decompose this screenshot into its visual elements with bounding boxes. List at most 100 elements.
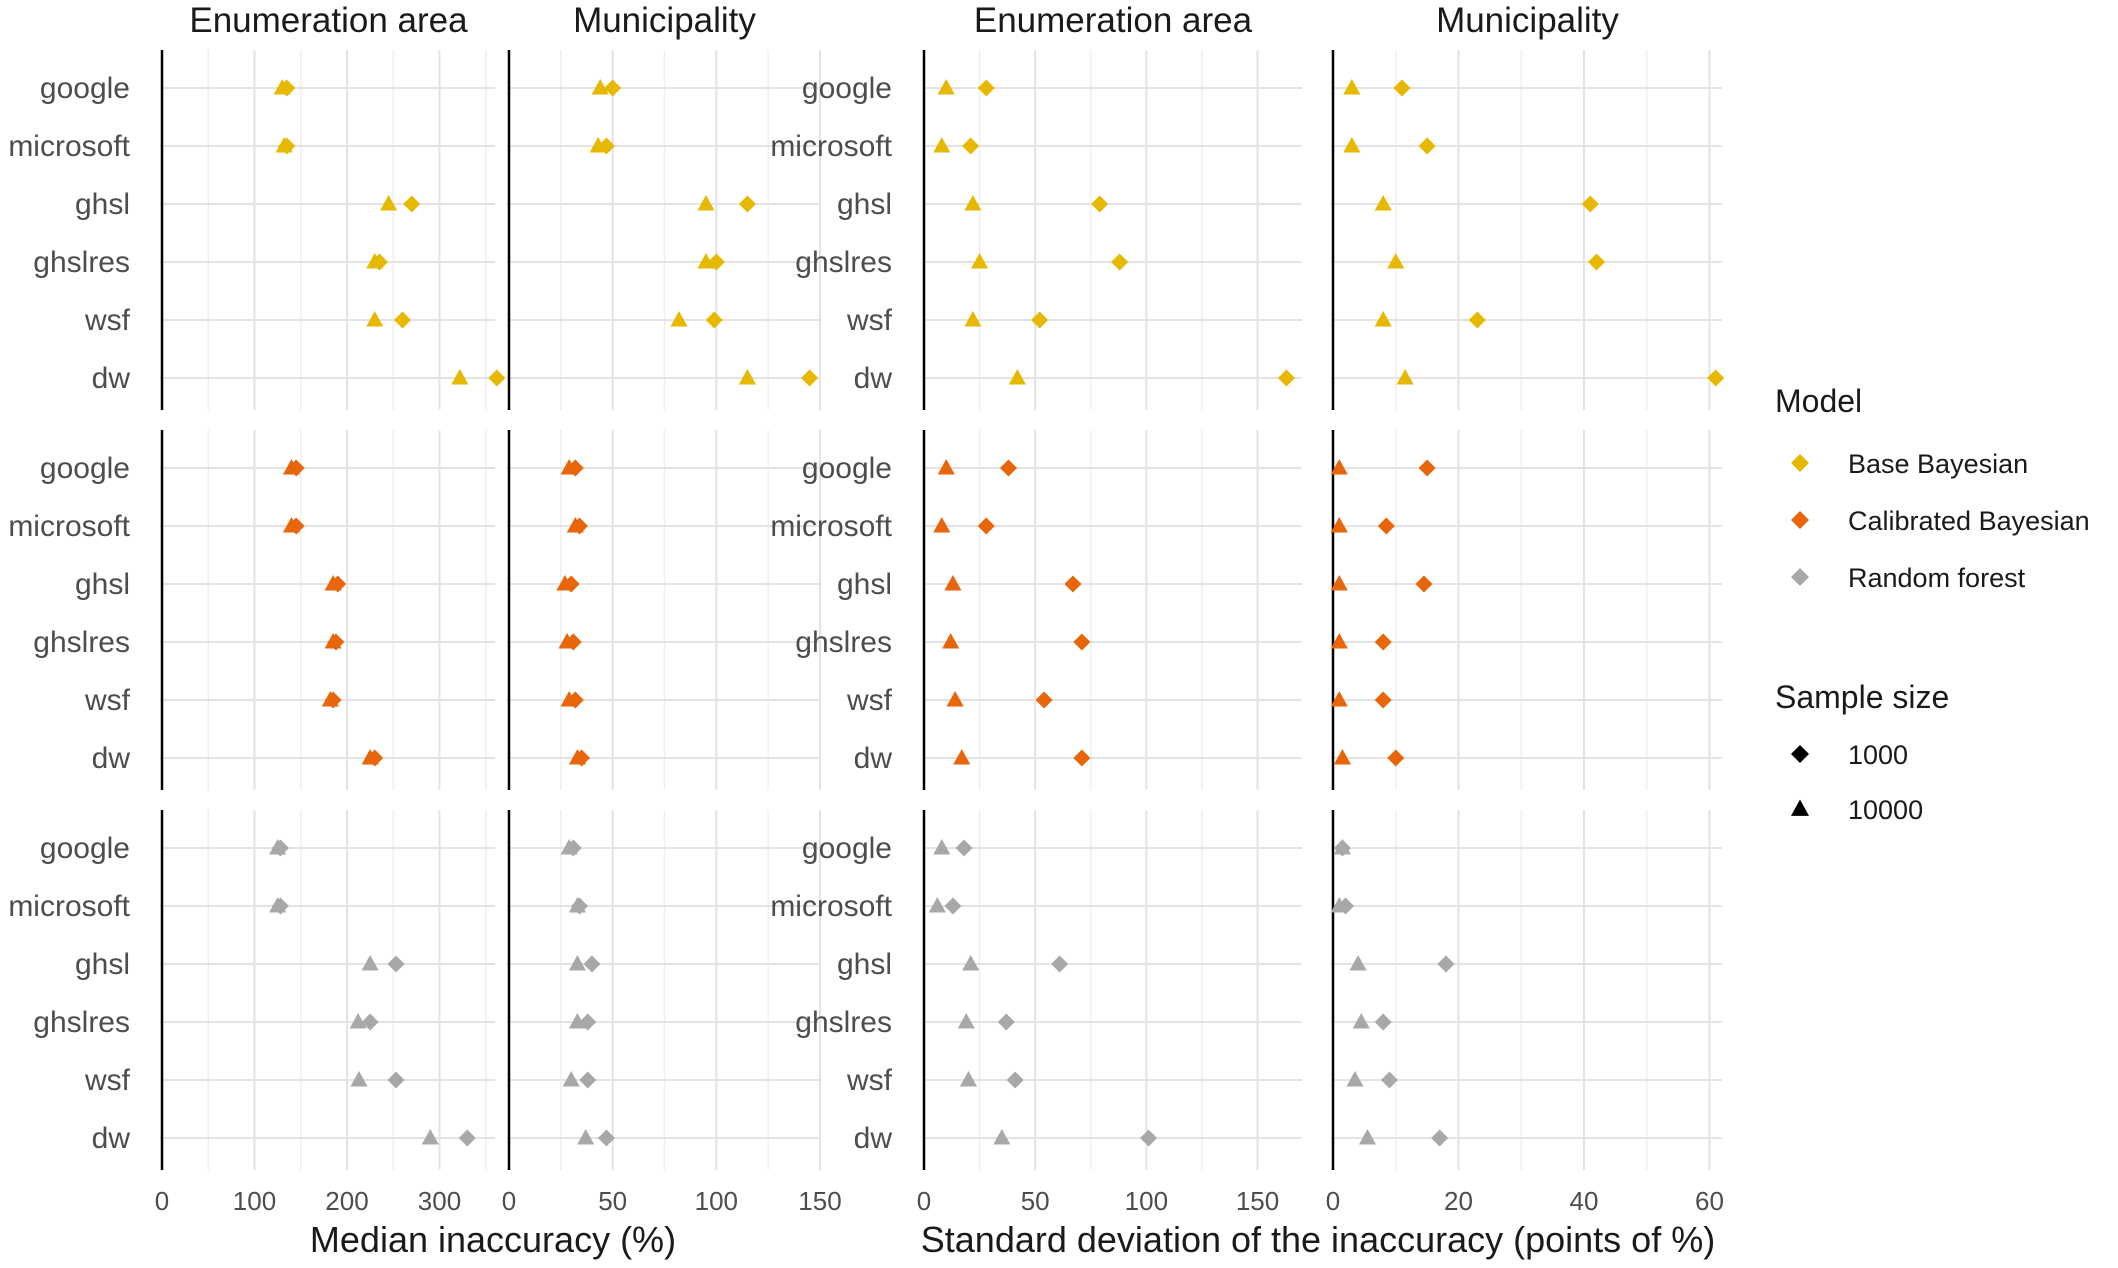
point-random-forest-ghsl-n10000	[568, 955, 586, 971]
point-base-bayesian-ghslres-n10000	[366, 253, 384, 269]
point-base-bayesian-wsf-n10000	[1374, 311, 1392, 327]
point-random-forest-dw-n1000	[1140, 1129, 1158, 1147]
y-category-label-microsoft: microsoft	[8, 890, 130, 923]
point-calibrated-bayesian-ghsl-n1000	[1415, 575, 1433, 593]
point-calibrated-bayesian-microsoft-n1000	[977, 517, 995, 535]
legend-key-size-10000	[1790, 799, 1810, 816]
point-base-bayesian-wsf-n10000	[964, 311, 982, 327]
panel-0-calibrated-bayesian: google microsoft ghsl ghslres wsf dw	[8, 430, 495, 790]
x-tick-label: 150	[1236, 1186, 1279, 1216]
legend-title-sample-size: Sample size	[1775, 679, 1949, 715]
y-category-label-google: google	[802, 72, 892, 105]
point-random-forest-ghsl-n1000	[583, 955, 601, 973]
x-tick-label: 60	[1695, 1186, 1724, 1216]
point-random-forest-wsf-n1000	[1006, 1071, 1024, 1089]
point-base-bayesian-ghsl-n10000	[1374, 195, 1392, 211]
x-axis-title-median: Median inaccuracy (%)	[310, 1219, 676, 1260]
point-base-bayesian-microsoft-n1000	[1418, 137, 1436, 155]
point-calibrated-bayesian-ghslres-n10000	[942, 633, 960, 649]
y-category-label-ghsl: ghsl	[75, 948, 130, 981]
y-category-label-wsf: wsf	[84, 684, 131, 717]
x-tick-label: 300	[418, 1186, 461, 1216]
panels-layer: Enumeration area 0 100 200 300 google microsof…	[8, 1, 1724, 1216]
point-random-forest-ghslres-n10000	[349, 1013, 367, 1029]
point-calibrated-bayesian-microsoft-n1000	[1377, 517, 1395, 535]
point-calibrated-bayesian-wsf-n10000	[946, 691, 964, 707]
point-random-forest-wsf-n10000	[1346, 1071, 1364, 1087]
point-random-forest-wsf-n10000	[959, 1071, 978, 1087]
panel-3-calibrated-bayesian	[1331, 430, 1722, 790]
point-random-forest-microsoft-n10000	[928, 897, 946, 913]
point-calibrated-bayesian-ghsl-n10000	[944, 575, 962, 591]
point-random-forest-google-n10000	[560, 839, 578, 855]
legend-key-size-1000	[1791, 745, 1809, 763]
y-category-label-ghsl: ghsl	[837, 568, 892, 601]
point-calibrated-bayesian-ghslres-n10000	[1330, 633, 1348, 649]
point-random-forest-ghsl-n1000	[387, 955, 405, 973]
point-calibrated-bayesian-ghslres-n1000	[1374, 633, 1392, 651]
point-random-forest-ghsl-n1000	[1437, 955, 1455, 973]
point-calibrated-bayesian-microsoft-n10000	[566, 517, 584, 533]
point-base-bayesian-dw-n1000	[1707, 369, 1725, 387]
point-base-bayesian-wsf-n10000	[670, 311, 688, 327]
y-category-label-dw: dw	[92, 362, 131, 395]
y-category-label-ghslres: ghslres	[795, 246, 892, 279]
point-base-bayesian-google-n10000	[937, 79, 955, 95]
point-base-bayesian-ghsl-n1000	[403, 195, 421, 213]
point-base-bayesian-dw-n1000	[801, 369, 819, 387]
point-random-forest-ghslres-n1000	[1374, 1013, 1392, 1031]
facet-strip-2: Enumeration area	[974, 1, 1253, 40]
y-category-label-dw: dw	[92, 742, 131, 775]
point-base-bayesian-ghsl-n1000	[1581, 195, 1599, 213]
facet-strip-0: Enumeration area	[189, 1, 468, 40]
x-tick-label: 200	[325, 1186, 368, 1216]
point-base-bayesian-google-n1000	[1393, 79, 1411, 97]
y-category-label-microsoft: microsoft	[8, 130, 130, 163]
marks-layer	[269, 79, 1725, 1147]
y-category-label-wsf: wsf	[846, 684, 893, 717]
y-category-label-ghslres: ghslres	[33, 246, 130, 279]
point-base-bayesian-google-n1000	[604, 79, 622, 97]
point-calibrated-bayesian-dw-n1000	[1387, 749, 1405, 767]
point-base-bayesian-microsoft-n10000	[589, 137, 607, 153]
point-base-bayesian-wsf-n1000	[705, 311, 723, 329]
point-calibrated-bayesian-ghslres-n1000	[1073, 633, 1091, 651]
facet-strip-1: Municipality	[573, 1, 756, 40]
y-category-label-ghsl: ghsl	[75, 188, 130, 221]
point-random-forest-dw-n1000	[1431, 1129, 1449, 1147]
point-calibrated-bayesian-microsoft-n10000	[282, 517, 301, 533]
point-calibrated-bayesian-google-n10000	[282, 459, 301, 475]
point-random-forest-google-n10000	[269, 839, 287, 855]
point-calibrated-bayesian-dw-n10000	[568, 749, 586, 765]
point-random-forest-wsf-n1000	[579, 1071, 597, 1089]
y-category-label-dw: dw	[854, 1122, 893, 1155]
y-category-label-ghsl: ghsl	[837, 188, 892, 221]
point-base-bayesian-microsoft-n10000	[933, 137, 951, 153]
x-tick-label: 100	[233, 1186, 276, 1216]
y-category-label-dw: dw	[854, 362, 893, 395]
point-calibrated-bayesian-wsf-n10000	[560, 691, 578, 707]
y-category-label-ghslres: ghslres	[33, 1006, 130, 1039]
x-tick-label: 0	[917, 1186, 931, 1216]
point-base-bayesian-google-n1000	[977, 79, 995, 97]
point-random-forest-ghsl-n10000	[962, 955, 980, 971]
point-base-bayesian-ghslres-n10000	[971, 253, 989, 269]
panel-2-calibrated-bayesian: google microsoft ghsl ghslres wsf dw	[770, 430, 1302, 790]
y-category-label-ghslres: ghslres	[795, 626, 892, 659]
y-category-label-wsf: wsf	[84, 304, 131, 337]
x-tick-label: 0	[155, 1186, 169, 1216]
point-random-forest-ghsl-n10000	[1349, 955, 1367, 971]
point-base-bayesian-dw-n10000	[1008, 369, 1026, 385]
y-category-label-google: google	[802, 832, 892, 865]
y-category-label-dw: dw	[854, 742, 893, 775]
point-base-bayesian-wsf-n1000	[1031, 311, 1049, 329]
point-base-bayesian-ghsl-n1000	[738, 195, 756, 213]
point-base-bayesian-microsoft-n10000	[275, 137, 293, 153]
point-calibrated-bayesian-wsf-n1000	[1374, 691, 1392, 709]
x-tick-label: 50	[598, 1186, 627, 1216]
point-base-bayesian-ghslres-n10000	[697, 253, 715, 269]
legend-key-base-bayesian	[1791, 454, 1809, 472]
point-random-forest-wsf-n1000	[1380, 1071, 1398, 1089]
point-base-bayesian-ghslres-n10000	[1387, 253, 1405, 269]
